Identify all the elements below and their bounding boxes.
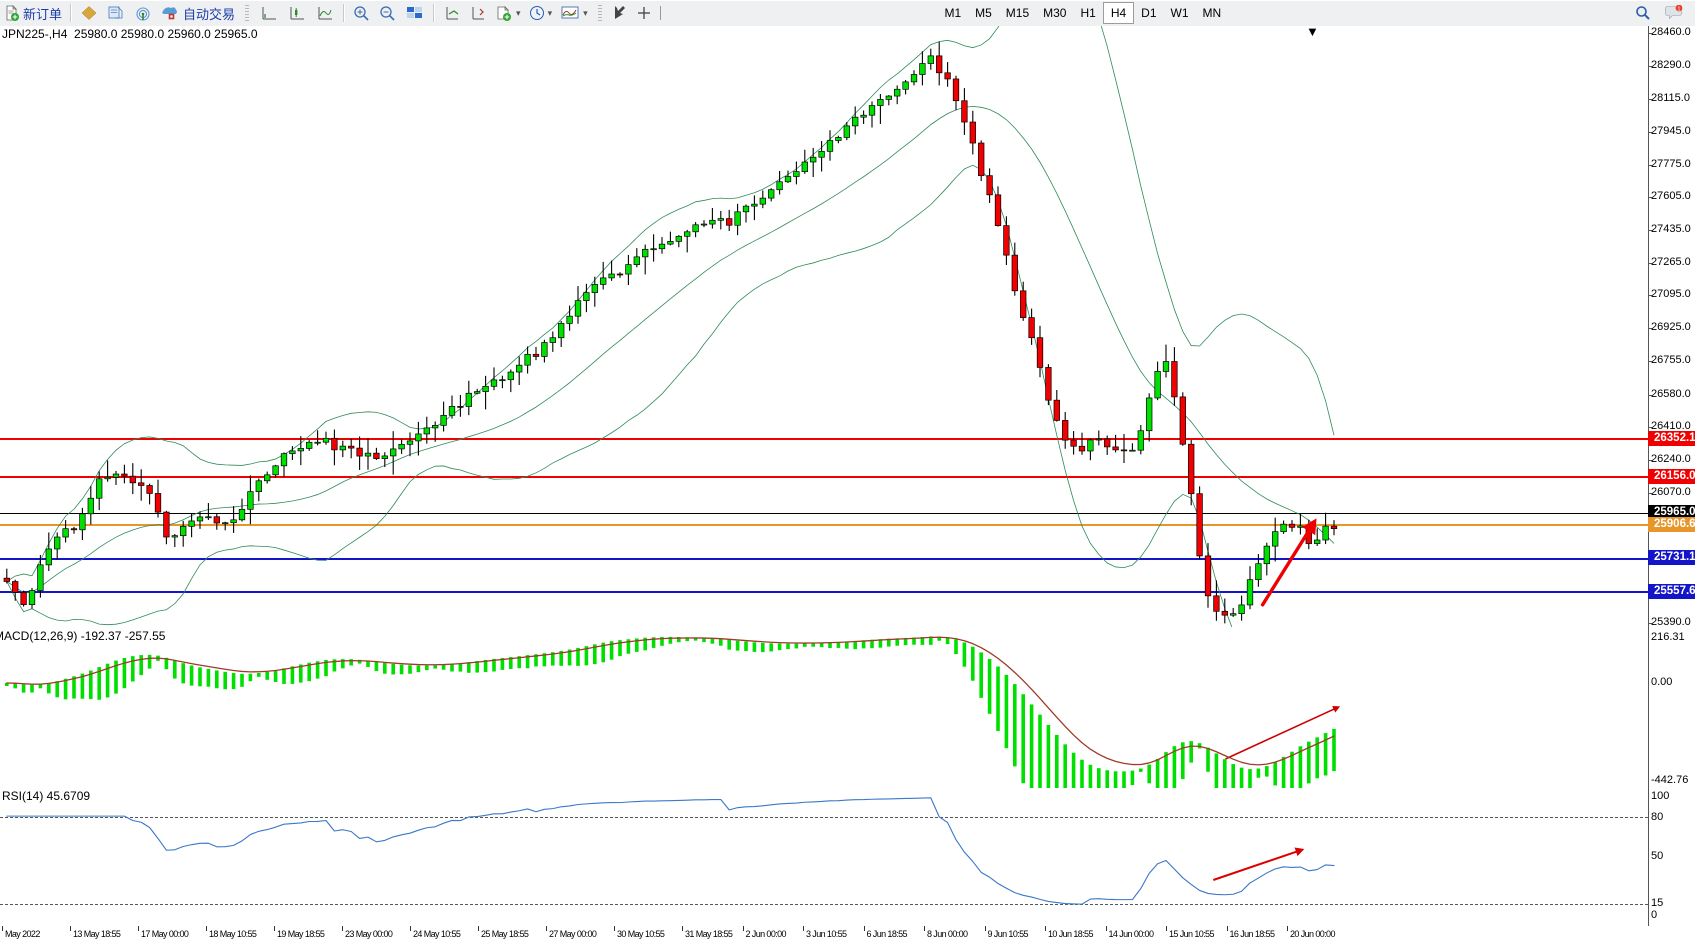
svg-text:1: 1: [1678, 6, 1681, 12]
